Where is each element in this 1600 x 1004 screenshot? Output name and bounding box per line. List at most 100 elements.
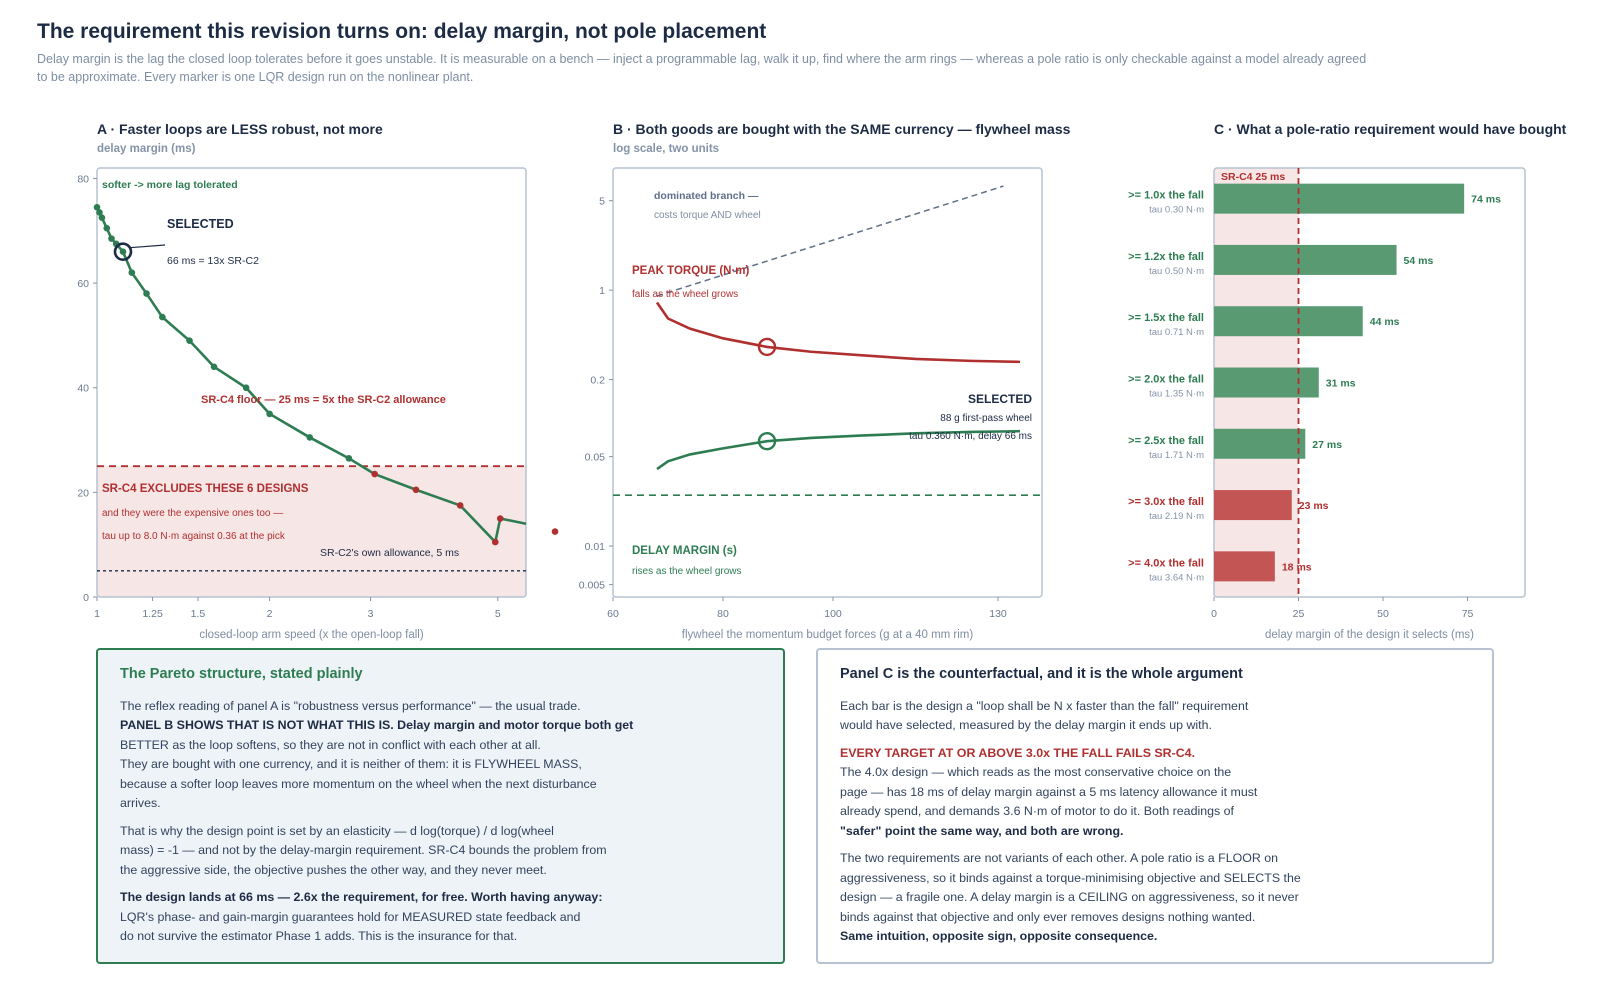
text-line: design — a fragile one. A delay margin i… — [840, 890, 1299, 904]
excluded-design-point — [491, 538, 499, 546]
y-tick-label: 0.05 — [585, 452, 606, 464]
excluded-note: and they were the expensive ones too — — [102, 508, 283, 519]
text-line: The 4.0x design — which reads as the mos… — [840, 765, 1232, 779]
text-line: Each bar is the design a "loop shall be … — [840, 698, 1249, 713]
bar-category-label: >= 3.0x the fall — [1128, 496, 1204, 508]
x-tick-label: 75 — [1462, 608, 1474, 620]
design-point — [306, 434, 314, 441]
selected-torque-marker — [757, 337, 777, 357]
text-line: The two requirements are not variants of… — [840, 851, 1279, 865]
selected-detail: 66 ms = 13x SR-C2 — [167, 255, 259, 267]
design-point — [103, 224, 111, 232]
design-point — [96, 209, 103, 216]
y-tick-label: 0 — [83, 592, 89, 604]
y-tick-label: 60 — [77, 278, 89, 290]
bar-value-label: 23 ms — [1299, 500, 1329, 512]
x-tick-label: 50 — [1377, 608, 1389, 620]
panel-b-xlabel: flywheel the momentum budget forces (g a… — [682, 629, 974, 641]
x-tick-label: 3 — [368, 608, 374, 620]
text-line: already spend, and demands 3.6 N·m of mo… — [840, 804, 1234, 818]
x-tick-label: 5 — [495, 608, 501, 620]
bar-tau-label: tau 1.35 N·m — [1149, 389, 1204, 400]
excluded-design-point — [456, 502, 464, 509]
text-line: do not survive the estimator Phase 1 add… — [120, 929, 518, 943]
text-line: BETTER as the loop softens, so they are … — [120, 737, 541, 752]
bar — [1214, 428, 1306, 459]
x-tick-label: 25 — [1293, 608, 1305, 620]
design-point — [128, 269, 136, 276]
x-tick-label: 100 — [824, 608, 842, 620]
selected-label: SELECTED — [968, 392, 1032, 406]
bar — [1214, 367, 1319, 398]
y-tick-label: 20 — [77, 487, 89, 499]
text-line: page — has 18 ms of delay margin against… — [840, 784, 1258, 799]
text-line: because a softer loop leaves more moment… — [120, 776, 597, 791]
text-line: arrives. — [120, 796, 161, 810]
y-tick-label: 0.2 — [590, 375, 605, 387]
torque-series-note: falls as the wheel grows — [632, 289, 738, 300]
text-line: They are bought with one currency, and i… — [120, 757, 582, 771]
selected-detail: tau 0.360 N·m, delay 66 ms — [909, 431, 1032, 442]
excluded-design-point — [371, 470, 378, 478]
floor-label: SR-C4 25 ms — [1221, 171, 1285, 183]
bar-value-label: 27 ms — [1312, 439, 1342, 451]
x-tick-label: 1 — [94, 608, 100, 620]
bar-tau-label: tau 1.71 N·m — [1149, 450, 1204, 461]
text-line: binds against that objective and only ev… — [840, 909, 1256, 924]
charts-canvas: 0 20 40 60 80 1 1.25 1.5 2 3 5 closed-loop arm spee… — [77, 167, 1526, 641]
delay-margin-curve — [656, 429, 1021, 471]
excluded-design-point — [496, 515, 504, 522]
design-point — [108, 235, 115, 242]
selected-callout-leader — [129, 244, 166, 249]
bar-category-label: >= 1.0x the fall — [1128, 190, 1204, 202]
panel-a-xlabel: closed-loop arm speed (x the open-loop f… — [199, 629, 424, 641]
pareto-explainer-box: The Pareto structure, stated plainly The… — [96, 648, 785, 964]
x-tick-label: 2 — [267, 608, 273, 620]
bar-value-label: 44 ms — [1370, 316, 1400, 328]
bar — [1214, 244, 1397, 275]
panel-a-ylabel: delay margin (ms) — [97, 143, 196, 155]
bar-value-label: 54 ms — [1404, 255, 1434, 267]
design-point — [93, 203, 101, 211]
panel-a-title: A · Faster loops are LESS robust, not mo… — [97, 121, 383, 137]
bar-value-label: 74 ms — [1471, 194, 1501, 206]
allowance-label: SR-C2's own allowance, 5 ms — [320, 547, 459, 559]
y-tick-label: 40 — [77, 383, 89, 395]
x-tick-label: 130 — [989, 608, 1007, 620]
x-tick-label: 80 — [717, 608, 729, 620]
bar-value-label: 31 ms — [1326, 378, 1356, 390]
counterfactual-para-3: The two requirements are not variants of… — [840, 849, 1470, 947]
bar-value-label: 18 ms — [1282, 561, 1312, 573]
pareto-para-3: The design lands at 66 ms — 2.6x the req… — [120, 888, 761, 947]
page-title: The requirement this revision turns on: … — [37, 20, 767, 43]
y-tick-label: 5 — [599, 196, 605, 208]
page-subtitle: Delay margin is the lag the closed loop … — [37, 52, 1367, 84]
text-line: That is why the design point is set by a… — [120, 823, 554, 838]
dominated-branch-line — [656, 185, 1004, 297]
bar-tau-label: tau 2.19 N·m — [1149, 511, 1204, 522]
bar — [1214, 306, 1363, 337]
peak-torque-curve — [655, 301, 1021, 364]
bar-tau-label: tau 0.30 N·m — [1149, 205, 1204, 216]
selected-label: SELECTED — [167, 217, 234, 231]
design-point — [98, 214, 106, 222]
counterfactual-para-2: EVERY TARGET AT OR ABOVE 3.0x THE FALL F… — [840, 744, 1470, 842]
softer-note: softer -> more lag tolerated — [102, 179, 238, 191]
bar-category-label: >= 4.0x the fall — [1128, 557, 1204, 569]
design-point — [186, 337, 193, 344]
dominated-label: dominated branch — — [654, 190, 759, 202]
bar — [1214, 183, 1465, 214]
design-point — [143, 290, 150, 297]
panel-c-xlabel: delay margin of the design it selects (m… — [1265, 629, 1474, 641]
panel-c-title: C · What a pole-ratio requirement would … — [1214, 121, 1567, 137]
y-tick-label: 0.005 — [579, 580, 605, 592]
selected-detail: 88 g first-pass wheel — [940, 413, 1032, 424]
selected-delay-marker — [757, 431, 777, 451]
panel-b-title: B · Both goods are bought with the SAME … — [613, 121, 1071, 137]
counterfactual-para-1: Each bar is the design a "loop shall be … — [840, 697, 1470, 736]
bar-category-label: >= 1.5x the fall — [1128, 312, 1204, 324]
bar-tau-label: tau 0.50 N·m — [1149, 266, 1204, 277]
text-line: EVERY TARGET AT OR ABOVE 3.0x THE FALL F… — [840, 745, 1196, 760]
delay-series-label: DELAY MARGIN (s) — [632, 545, 737, 557]
text-line: PANEL B SHOWS THAT IS NOT WHAT THIS IS. … — [120, 718, 634, 732]
